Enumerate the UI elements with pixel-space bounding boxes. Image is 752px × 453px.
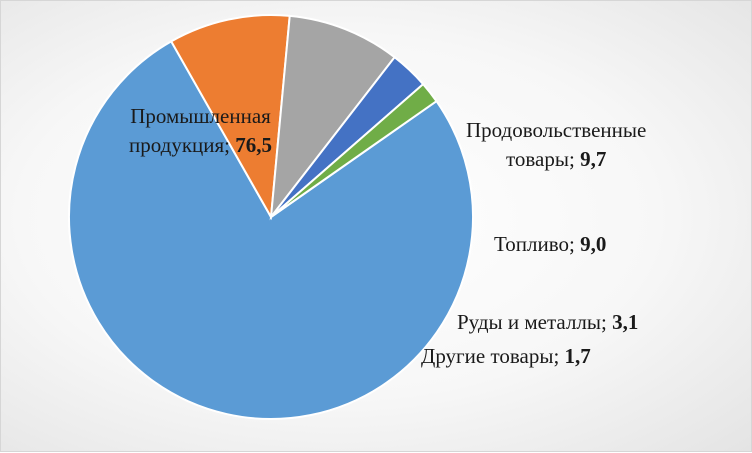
label-industrial: Промышленная продукция; 76,5 xyxy=(129,104,272,157)
slice-industrial xyxy=(67,39,474,420)
value-ores-metals: 3,1 xyxy=(612,310,639,334)
value-other-goods: 1,7 xyxy=(564,344,591,368)
label-ores-metals: Руды и металлы; 3,1 xyxy=(457,310,639,334)
slice-fuel xyxy=(269,14,396,221)
label-other-goods: Другие товары; 1,7 xyxy=(421,344,591,368)
label-fuel: Топливо; 9,0 xyxy=(494,232,607,256)
value-food: 9,7 xyxy=(580,147,607,171)
slice-food xyxy=(169,14,291,221)
value-industrial: 76,5 xyxy=(235,133,272,157)
slice-other-goods xyxy=(270,82,438,218)
label-food: Продовольственные товары; 9,7 xyxy=(466,118,647,171)
value-fuel: 9,0 xyxy=(580,232,607,256)
